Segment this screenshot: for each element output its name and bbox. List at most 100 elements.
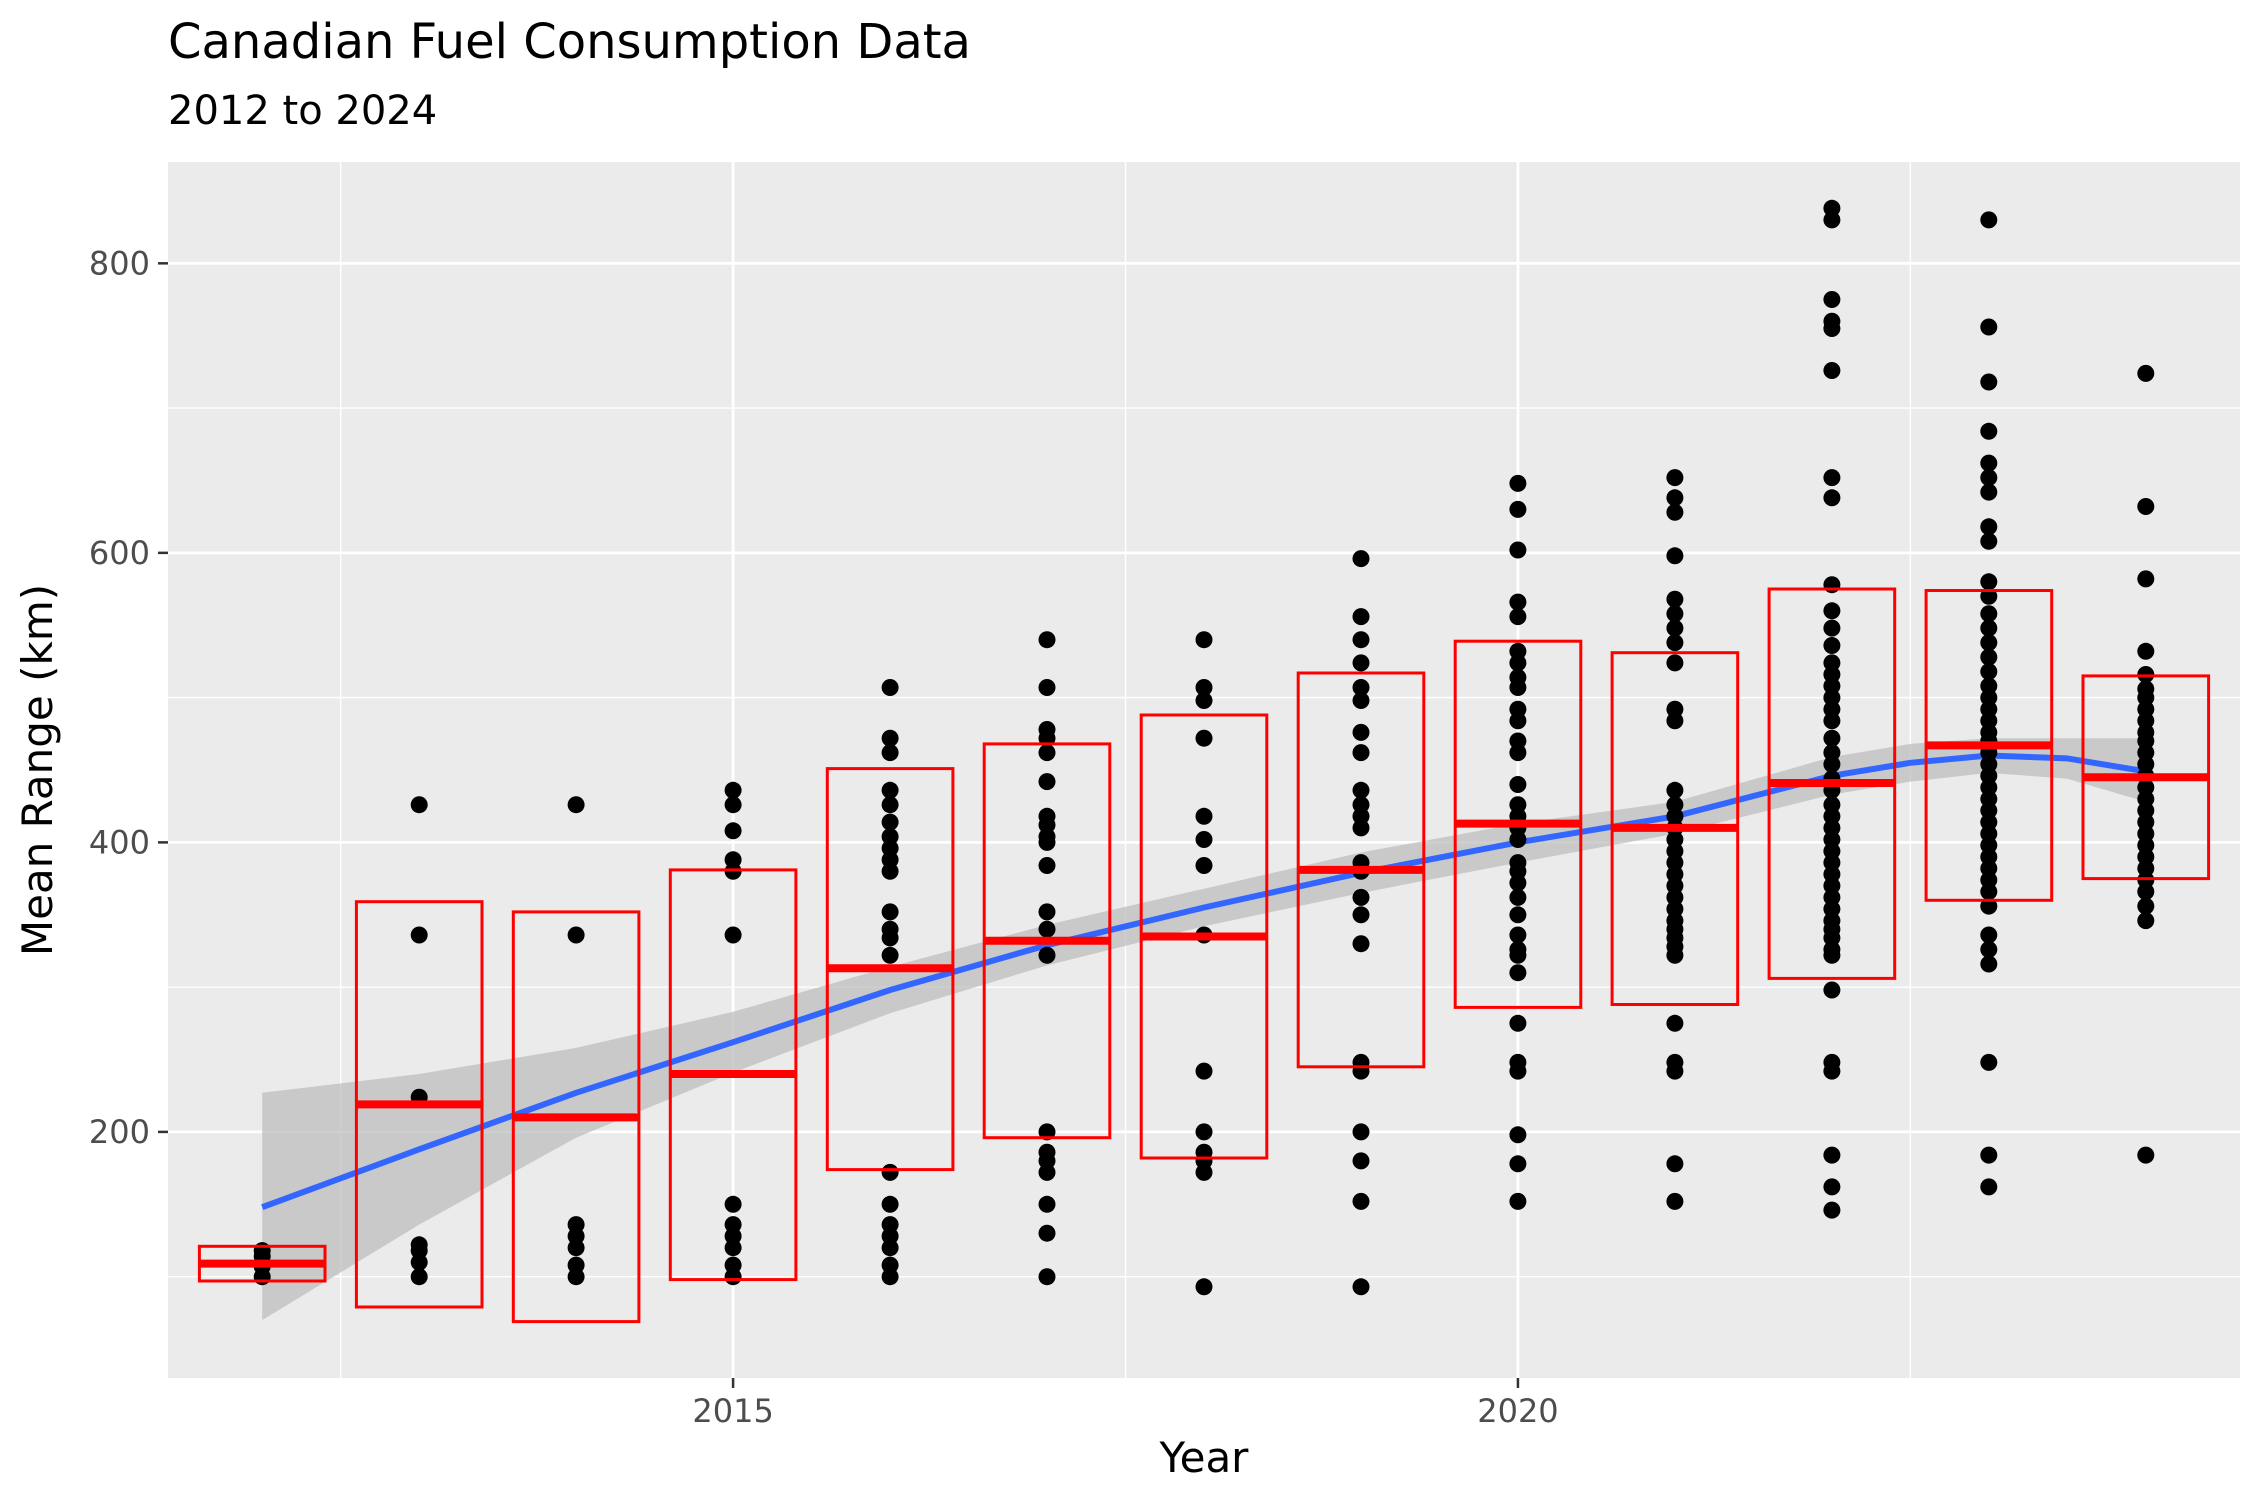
data-point — [2137, 498, 2155, 515]
data-point — [1352, 781, 1370, 799]
data-point — [1352, 608, 1370, 626]
data-point — [1352, 906, 1370, 924]
data-point — [1980, 926, 1998, 944]
data-point — [1038, 857, 1056, 874]
x-tick-label: 2015 — [692, 1392, 773, 1430]
data-point — [1823, 211, 1841, 229]
data-point — [1980, 318, 1998, 336]
data-point — [1509, 946, 1527, 964]
data-point — [1980, 955, 1998, 973]
data-point — [1352, 550, 1370, 568]
data-point — [1666, 1014, 1684, 1032]
axes: 2015 2020 200 400 600 800 — [89, 244, 1559, 1430]
data-point — [1195, 692, 1213, 709]
data-point — [1509, 964, 1527, 982]
data-point — [1038, 773, 1056, 791]
data-point — [1666, 946, 1684, 964]
data-point — [1509, 1192, 1527, 1210]
data-point — [1352, 935, 1370, 953]
data-point — [1352, 679, 1370, 696]
data-point — [1666, 1155, 1684, 1173]
data-point — [881, 744, 899, 762]
y-axis-label: Mean Range (km) — [13, 584, 62, 956]
data-point — [253, 1242, 271, 1260]
data-point — [1195, 631, 1213, 649]
data-point — [724, 796, 742, 814]
data-point — [724, 1239, 742, 1257]
data-point — [1038, 1163, 1056, 1181]
data-point — [1980, 883, 1998, 901]
data-point — [881, 946, 899, 964]
data-point — [1509, 541, 1527, 559]
data-point — [1823, 1146, 1841, 1164]
data-point — [881, 796, 899, 814]
data-point — [1823, 1201, 1841, 1219]
data-point — [1038, 920, 1056, 938]
data-point — [1823, 1178, 1841, 1196]
data-point — [881, 679, 899, 696]
data-point — [1352, 654, 1370, 672]
data-point — [1352, 631, 1370, 649]
data-point — [1509, 1155, 1527, 1173]
data-point — [1038, 744, 1056, 762]
data-point — [1980, 422, 1998, 440]
data-point — [1823, 291, 1841, 308]
data-point — [1980, 532, 1998, 550]
chart-subtitle: 2012 to 2024 — [168, 88, 438, 134]
data-point — [2137, 912, 2155, 930]
data-point — [1823, 1062, 1841, 1080]
data-point — [1509, 1062, 1527, 1080]
data-point — [1823, 619, 1841, 637]
data-point — [1823, 637, 1841, 654]
data-point — [1038, 1195, 1056, 1213]
data-point — [1038, 1268, 1056, 1286]
data-point — [1980, 897, 1998, 915]
x-axis-label: Year — [1159, 1433, 1250, 1482]
data-point — [1980, 663, 1998, 681]
data-point — [1980, 483, 1998, 501]
data-point — [1666, 781, 1684, 799]
data-point — [724, 1268, 742, 1286]
data-point — [1509, 654, 1527, 672]
data-point — [1823, 602, 1841, 620]
data-point — [724, 822, 742, 840]
data-point — [1980, 454, 1998, 472]
data-point — [1980, 373, 1998, 391]
data-point — [1195, 679, 1213, 696]
chart-title: Canadian Fuel Consumption Data — [168, 14, 971, 70]
data-point — [881, 903, 899, 921]
data-point — [1509, 1014, 1527, 1032]
data-point — [1666, 547, 1684, 565]
data-point — [1823, 489, 1841, 507]
data-point — [2137, 1146, 2155, 1164]
y-tick-label: 600 — [89, 534, 150, 572]
data-point — [410, 926, 428, 944]
data-point — [881, 1268, 899, 1286]
data-point — [1038, 946, 1056, 964]
data-point — [1352, 1062, 1370, 1080]
data-point — [1666, 1062, 1684, 1080]
data-point — [1509, 474, 1527, 492]
data-point — [1509, 888, 1527, 906]
data-point — [1038, 679, 1056, 696]
data-point — [1509, 874, 1527, 892]
data-point — [1823, 712, 1841, 730]
data-point — [1195, 1278, 1213, 1296]
data-point — [1823, 362, 1841, 379]
data-point — [1509, 926, 1527, 944]
data-point — [1823, 576, 1841, 594]
data-point — [1038, 903, 1056, 921]
data-point — [1666, 712, 1684, 730]
data-point — [1509, 679, 1527, 696]
data-point — [1352, 1123, 1370, 1141]
data-point — [1980, 573, 1998, 591]
summary-box-layer — [197, 587, 2211, 1324]
y-tick-label: 200 — [89, 1113, 150, 1151]
data-point — [567, 1239, 585, 1257]
data-point — [1352, 888, 1370, 906]
data-point — [1823, 320, 1841, 337]
data-point — [1195, 729, 1213, 747]
data-point — [1980, 619, 1998, 637]
data-point — [1666, 590, 1684, 608]
data-point — [1823, 946, 1841, 964]
